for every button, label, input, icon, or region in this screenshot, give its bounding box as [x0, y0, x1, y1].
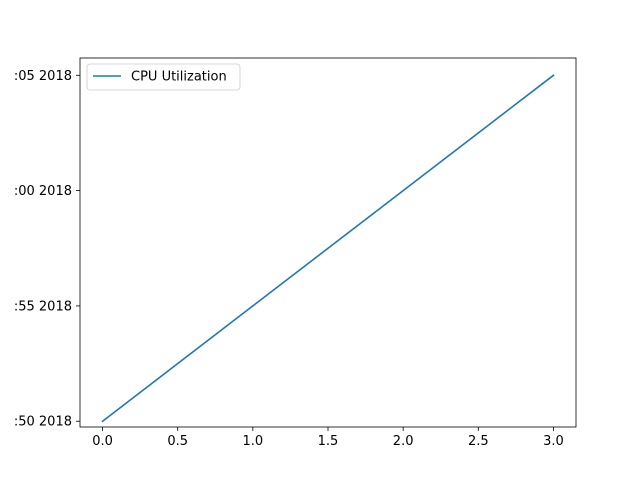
y-axis: :50 2018 :55 2018 :00 2018 :05 2018 [14, 69, 80, 430]
series-layer [101, 74, 555, 423]
x-tick-label: 1.5 [318, 434, 339, 449]
legend-box [86, 63, 241, 91]
plot-area [80, 58, 576, 427]
x-axis: 0.0 0.5 1.0 1.5 2.0 2.5 3.0 [92, 427, 564, 449]
legend: CPU Utilization [86, 63, 241, 91]
x-tick-label: 2.0 [393, 434, 414, 449]
x-tick-label: 3.0 [543, 434, 564, 449]
legend-label: CPU Utilization [131, 70, 227, 85]
y-tick-label: :05 2018 [14, 69, 72, 84]
x-tick-label: 1.0 [243, 434, 264, 449]
y-tick-label: :50 2018 [14, 415, 72, 430]
y-tick-label: :00 2018 [14, 184, 72, 199]
series-line-0 [101, 74, 555, 423]
y-tick-label: :55 2018 [14, 299, 72, 314]
x-tick-label: 0.5 [167, 434, 188, 449]
x-tick-label: 0.0 [92, 434, 113, 449]
x-tick-label: 2.5 [468, 434, 489, 449]
